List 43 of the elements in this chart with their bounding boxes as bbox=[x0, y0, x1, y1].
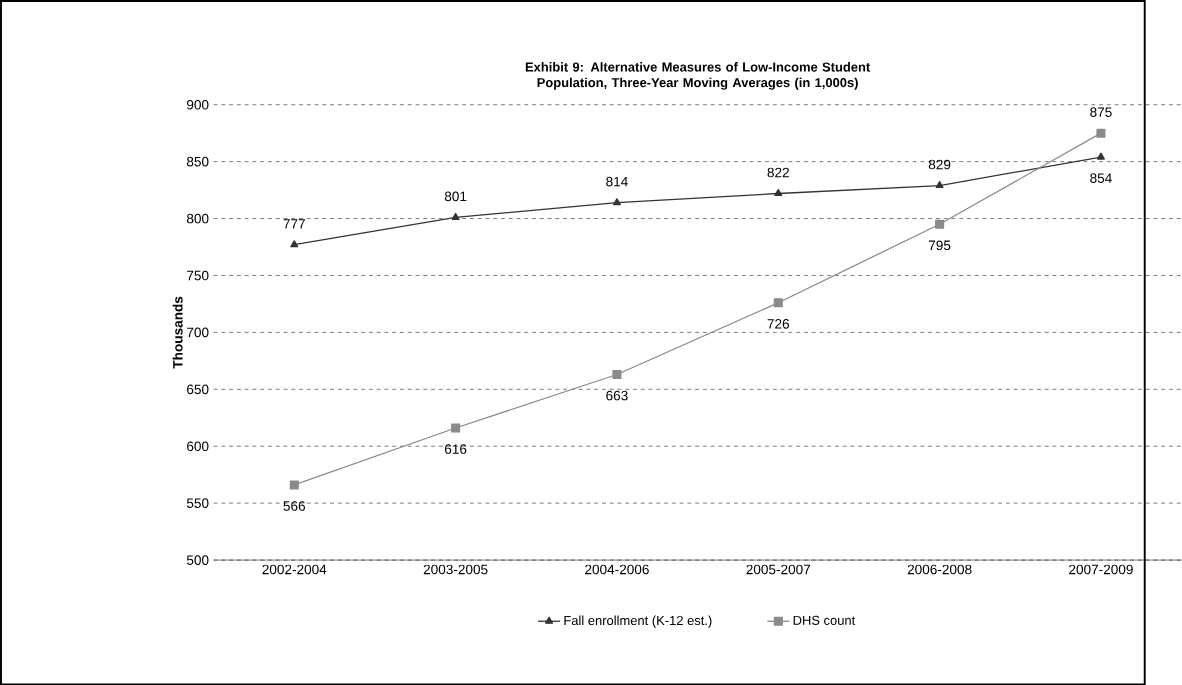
y-tick-label: 750 bbox=[187, 270, 209, 281]
x-tick-label: 2007-2009 bbox=[1069, 564, 1133, 575]
point bbox=[451, 212, 460, 220]
point bbox=[773, 298, 783, 308]
data-label: 777 bbox=[283, 218, 305, 229]
point bbox=[935, 180, 944, 188]
data-label: 814 bbox=[606, 176, 628, 187]
x-tick-label: 2006-2008 bbox=[907, 564, 972, 575]
point bbox=[612, 197, 621, 205]
point bbox=[451, 423, 461, 433]
point bbox=[289, 480, 299, 490]
data-label: 829 bbox=[928, 159, 951, 170]
data-label: 616 bbox=[444, 444, 467, 454]
point bbox=[290, 239, 299, 248]
y-tick-label: 800 bbox=[186, 213, 209, 224]
x-tick-label: 2005-2007 bbox=[746, 564, 811, 575]
data-label: 875 bbox=[1090, 107, 1112, 117]
data-label: 795 bbox=[928, 240, 951, 250]
data-label: 663 bbox=[606, 390, 628, 401]
legend-label: DHS count bbox=[793, 615, 856, 625]
point bbox=[1096, 128, 1106, 138]
y-tick-label: 900 bbox=[186, 99, 209, 110]
point bbox=[1096, 152, 1105, 160]
data-label: 801 bbox=[444, 191, 467, 201]
y-tick-label: 550 bbox=[186, 498, 209, 508]
y-tick-label: 500 bbox=[186, 555, 209, 565]
legend-label: Fall enrollment (K-12 est.) bbox=[564, 615, 712, 628]
data-label: 726 bbox=[767, 318, 790, 329]
y-axis-title: Thousands bbox=[172, 296, 183, 369]
data-label: 566 bbox=[283, 500, 306, 511]
point bbox=[612, 369, 622, 379]
y-tick-label: 850 bbox=[186, 156, 209, 167]
data-label: 854 bbox=[1090, 173, 1112, 183]
x-tick-label: 2004-2006 bbox=[585, 564, 649, 575]
chart-title: Exhibit 9: Alternative Measures of Low-Income Student Population, Three-Year Moving Averages (in 1,000s) bbox=[525, 61, 871, 90]
point bbox=[935, 219, 945, 229]
x-tick-label: 2003-2005 bbox=[423, 564, 488, 575]
data-label: 822 bbox=[767, 167, 789, 178]
y-tick-label: 650 bbox=[187, 384, 209, 394]
point bbox=[774, 188, 783, 196]
y-tick-label: 700 bbox=[187, 327, 209, 337]
y-tick-label: 600 bbox=[187, 441, 209, 451]
x-tick-label: 2002-2004 bbox=[262, 564, 327, 575]
